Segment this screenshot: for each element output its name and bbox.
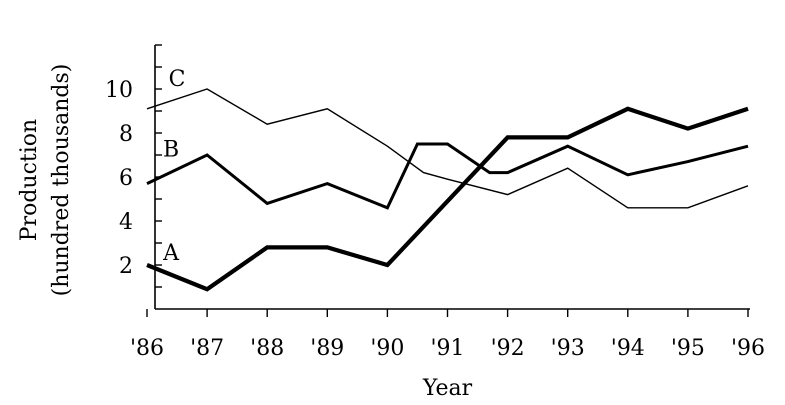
y-tick-label: 6 <box>119 166 133 191</box>
y-tick-label: 10 <box>105 78 133 103</box>
series-label-a: A <box>162 241 180 266</box>
x-tick-label: '91 <box>430 336 464 361</box>
series-line-a <box>146 106 749 292</box>
x-tick-label: '89 <box>310 336 344 361</box>
x-tick-label: '94 <box>611 336 645 361</box>
x-tick-label: '90 <box>370 336 404 361</box>
y-tick-label: 2 <box>119 254 133 279</box>
axes: 2 4 6 8 10 '86 '87 '88 '89 '90 '91 '92 '93 '94 '95 '96 <box>105 44 765 361</box>
labels-layer: A B C <box>162 67 185 266</box>
y-axis-title-line-2: (hundred thousands) <box>49 64 74 297</box>
series-line-b <box>146 142 749 210</box>
y-axis-title-line-1: Production <box>17 119 42 241</box>
x-tick-label: '96 <box>731 336 765 361</box>
y-axis-title: Production (hundred thousands) <box>17 64 74 297</box>
y-tick-label: 8 <box>119 122 133 147</box>
x-tick-label: '92 <box>491 336 525 361</box>
x-tick-label: '87 <box>190 336 224 361</box>
x-tick-label: '86 <box>130 336 164 361</box>
series-label-b: B <box>163 137 179 162</box>
x-tick-label: '95 <box>671 336 705 361</box>
x-axis-title: Year <box>422 376 473 401</box>
y-tick-label: 4 <box>119 210 133 235</box>
x-tick-label: '93 <box>551 336 585 361</box>
x-tick-label: '88 <box>250 336 284 361</box>
series-line-c <box>146 88 749 209</box>
series-label-c: C <box>169 67 186 92</box>
series-layer <box>146 88 749 292</box>
